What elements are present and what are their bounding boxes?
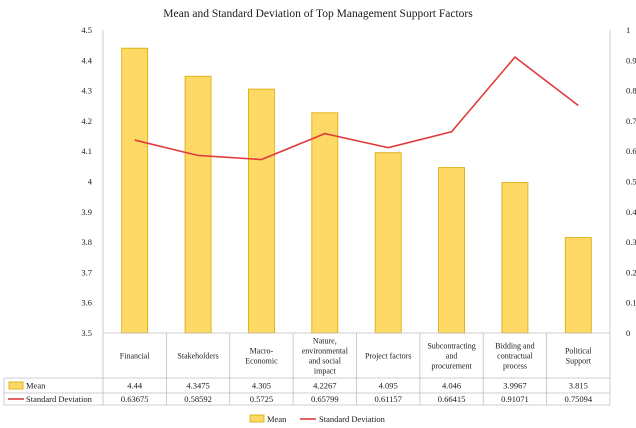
category-label: Macro- <box>250 347 274 356</box>
y-left-tick-label: 3.8 <box>81 237 92 247</box>
table-row-label-standard-deviation: Standard Deviation <box>26 394 93 404</box>
y-right-tick-label: 0.8 <box>626 86 636 96</box>
y-left-tick-label: 3.9 <box>81 207 92 217</box>
category-label: procurement <box>431 362 472 371</box>
bar-mean <box>374 152 402 334</box>
y-left-tick-label: 4 <box>88 177 93 187</box>
bar-mean <box>438 167 465 334</box>
category-label: Stakeholders <box>177 352 218 361</box>
table-cell-mean: 4.095 <box>379 381 398 391</box>
category-label: Bidding and <box>495 342 534 351</box>
category-label: Economic <box>245 357 278 366</box>
table-cell-mean: 4.2267 <box>313 381 336 391</box>
y-right-tick-label: 0.9 <box>626 55 636 65</box>
category-label: Nature, <box>313 337 337 346</box>
line-standard-deviation <box>134 55 579 161</box>
table-cell-mean: 3.815 <box>569 381 588 391</box>
table-cell-standard-deviation: 0.58592 <box>184 394 212 404</box>
y-left-tick-label: 4.5 <box>81 25 92 35</box>
legend-label-standard-deviation: Standard Deviation <box>319 414 386 424</box>
table-cell-mean: 3.9967 <box>503 381 526 391</box>
table-cell-standard-deviation: 0.61157 <box>375 394 402 404</box>
table-cell-standard-deviation: 0.5725 <box>250 394 273 404</box>
category-label: contractual <box>497 352 533 361</box>
plot-area: 3.5 3.6 3.7 3.8 3.9 4 4.1 4.2 4.3 4.4 4.5 0 0.1 0.2 0.… <box>3 25 636 424</box>
y-left-tick-label: 4.4 <box>81 55 92 65</box>
category-label: and social <box>309 357 342 366</box>
category-label: Subcontracting <box>427 342 475 351</box>
y-left-tick-label: 3.7 <box>81 267 92 277</box>
y-right-tick-label: 0.7 <box>626 116 636 126</box>
category-label: Project factors <box>365 352 411 361</box>
category-label: Financial <box>120 352 151 361</box>
y-right-tick-label: 0.5 <box>626 177 636 187</box>
bar-mean <box>501 182 529 334</box>
y-left-tick-label: 3.5 <box>81 328 92 338</box>
y-right-tick-label: 0.2 <box>626 267 636 277</box>
legend-label-mean: Mean <box>267 414 287 424</box>
y-right-tick-label: 0.3 <box>626 237 636 247</box>
y-left-tick-label: 4.3 <box>81 86 92 96</box>
table-cell-standard-deviation: 0.66415 <box>438 394 466 404</box>
bar-mean <box>248 88 275 334</box>
y-left-tick-label: 3.6 <box>81 298 92 308</box>
bar-mean <box>564 237 592 334</box>
category-label: Political <box>565 347 592 356</box>
table-row-label-mean: Mean <box>26 381 46 391</box>
table-cell-mean: 4.046 <box>442 381 461 391</box>
y-right-tick-label: 0.1 <box>626 298 636 308</box>
table-key-mean <box>8 381 24 390</box>
y-right-tick-label: 1 <box>626 25 630 35</box>
category-label: environmental <box>302 347 349 356</box>
chart-title: Mean and Standard Deviation of Top Manag… <box>163 8 473 20</box>
category-label: impact <box>314 367 337 376</box>
table-cell-standard-deviation: 0.65799 <box>311 394 339 404</box>
bar-mean <box>184 75 212 334</box>
y-right-tick-label: 0 <box>626 328 630 338</box>
legend-key-mean <box>249 414 265 423</box>
y-left-tick-label: 4.2 <box>81 116 92 126</box>
category-label: Support <box>566 357 592 366</box>
table-cell-standard-deviation: 0.63675 <box>121 394 149 404</box>
category-label: process <box>503 362 527 371</box>
y-right-tick-label: 0.6 <box>626 146 636 156</box>
table-cell-mean: 4.3475 <box>186 381 209 391</box>
y-left-tick-label: 4.1 <box>81 146 92 156</box>
table-cell-mean: 4.44 <box>127 381 143 391</box>
category-label: and <box>446 352 458 361</box>
y-right-tick-label: 0.4 <box>626 207 636 217</box>
table-cell-standard-deviation: 0.75094 <box>565 394 593 404</box>
table-cell-standard-deviation: 0.91071 <box>501 394 529 404</box>
table-cell-mean: 4.305 <box>252 381 271 391</box>
bar-mean <box>311 112 339 334</box>
bar-mean <box>121 47 149 334</box>
